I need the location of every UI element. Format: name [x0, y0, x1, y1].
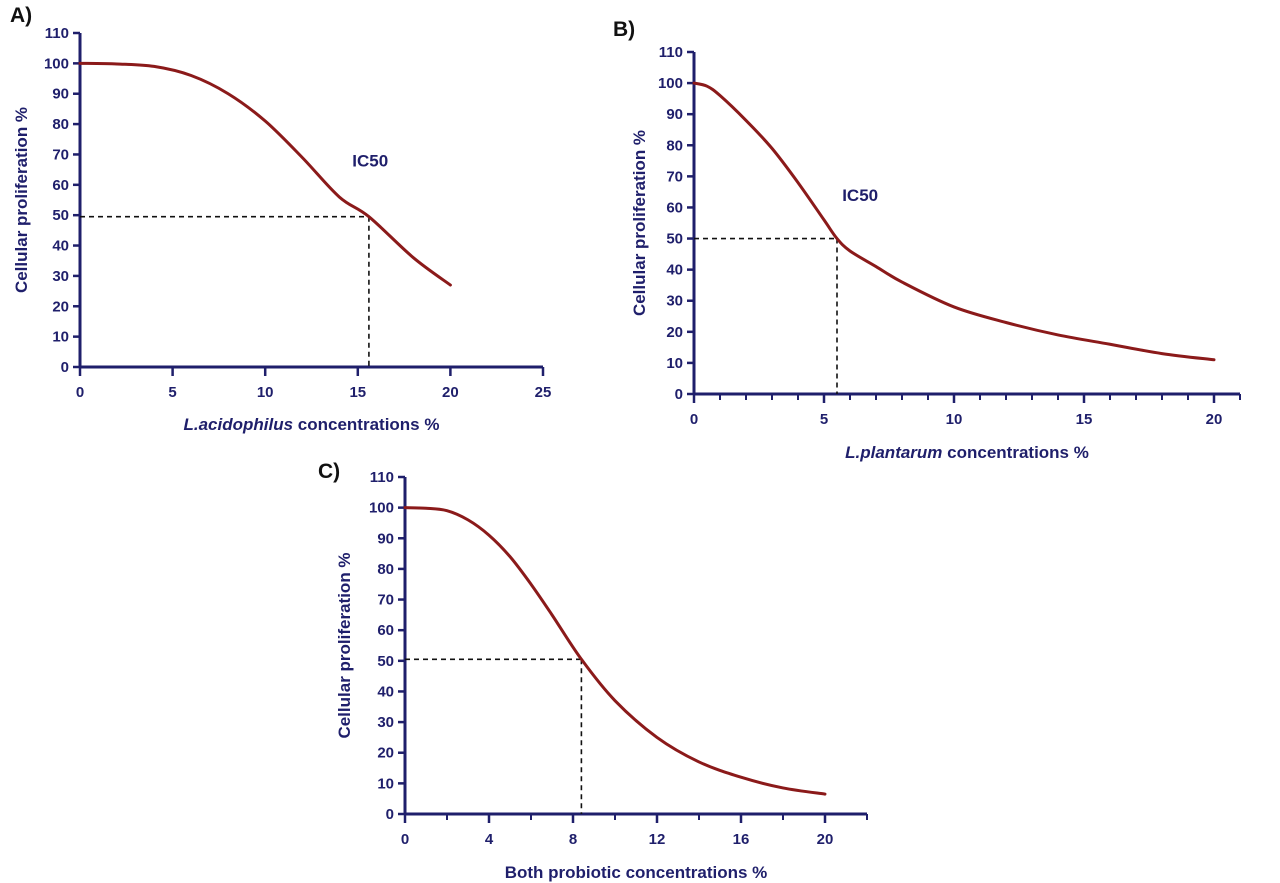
ic50-annotation: IC50: [352, 152, 388, 171]
panel-label: C): [318, 460, 340, 483]
x-tick-label: 15: [349, 384, 366, 401]
y-tick-label: 60: [377, 622, 394, 639]
y-tick-label: 20: [52, 298, 69, 315]
y-axis-title: Cellular proliferation %: [335, 552, 354, 738]
y-tick-label: 50: [52, 207, 69, 224]
y-tick-label: 70: [666, 168, 683, 185]
x-tick-label: 5: [820, 411, 828, 428]
x-tick-label: 15: [1076, 411, 1093, 428]
y-tick-label: 100: [658, 75, 683, 92]
x-axis-title-text: concentrations %: [293, 415, 439, 434]
y-tick-label: 90: [52, 86, 69, 103]
ic50-annotation: IC50: [842, 186, 878, 205]
y-tick-label: 60: [52, 177, 69, 194]
y-tick-label: 100: [369, 500, 394, 517]
dose-response-curve: [692, 81, 1216, 362]
x-axis-title-text: concentrations %: [942, 443, 1088, 462]
x-tick-label: 8: [569, 831, 577, 848]
y-tick-label: 40: [377, 683, 394, 700]
y-axis-title: Cellular proliferation %: [630, 130, 649, 316]
y-tick-label: 30: [377, 714, 394, 731]
panel-label: A): [10, 4, 32, 27]
x-tick-label: 10: [257, 384, 274, 401]
x-tick-label: 0: [690, 411, 698, 428]
panel-label: B): [613, 18, 635, 41]
dose-response-curve: [403, 506, 827, 796]
chart-panel-a: A) 0 10 20 30 40 50 60 70 80 90 100 110 0 5 10 15 20 25 Cel…: [10, 4, 551, 434]
y-tick-label: 100: [44, 55, 69, 72]
y-tick-label: 10: [666, 355, 683, 372]
y-tick-label: 80: [377, 561, 394, 578]
y-tick-label: 30: [52, 268, 69, 285]
y-tick-label: 60: [666, 199, 683, 216]
dose-response-curve: [78, 61, 452, 287]
x-axis-title: Both probiotic concentrations %: [505, 863, 768, 882]
x-tick-label: 20: [1206, 411, 1223, 428]
y-tick-label: 110: [659, 44, 683, 61]
y-tick-label: 80: [666, 137, 683, 154]
y-tick-label: 30: [666, 293, 683, 310]
x-axis-title-species: L.plantarum: [845, 443, 942, 462]
y-tick-label: 80: [52, 116, 69, 133]
x-tick-label: 20: [817, 831, 834, 848]
x-tick-label: 20: [442, 384, 459, 401]
y-tick-label: 70: [377, 592, 394, 609]
y-axis-title: Cellular proliferation %: [12, 107, 31, 293]
y-tick-label: 20: [666, 324, 683, 341]
x-tick-label: 0: [76, 384, 84, 401]
chart-panel-b: B) 0 10 20 30 40 50 60 70 80 90 100 110 0 5 10 15 20 Cellu…: [613, 18, 1241, 462]
y-tick-label: 110: [45, 25, 69, 42]
x-tick-label: 12: [649, 831, 666, 848]
x-tick-label: 0: [401, 831, 409, 848]
x-axis-title-species: L.acidophilus: [184, 415, 294, 434]
y-tick-label: 110: [370, 469, 394, 486]
y-tick-label: 40: [666, 262, 683, 279]
x-tick-label: 10: [946, 411, 963, 428]
y-tick-label: 50: [666, 231, 683, 248]
y-tick-label: 0: [61, 359, 69, 376]
y-tick-label: 70: [52, 146, 69, 163]
x-axis-title: L.acidophilus concentrations %: [184, 415, 440, 434]
x-tick-label: 16: [733, 831, 750, 848]
y-tick-label: 90: [377, 530, 394, 547]
y-tick-label: 20: [377, 745, 394, 762]
y-tick-label: 50: [377, 653, 394, 670]
chart-panel-c: C) 0 10 20 30 40 50 60 70 80 90 100 110 0 4 8 12 16 20 Cell…: [318, 460, 868, 882]
y-tick-label: 0: [386, 806, 394, 823]
x-axis-title-text: Both probiotic concentrations %: [505, 863, 768, 882]
y-tick-label: 10: [377, 775, 394, 792]
y-tick-label: 0: [675, 386, 683, 403]
x-tick-label: 25: [535, 384, 552, 401]
x-axis-title: L.plantarum concentrations %: [845, 443, 1089, 462]
x-tick-label: 5: [168, 384, 176, 401]
y-tick-label: 10: [52, 329, 69, 346]
y-tick-label: 40: [52, 238, 69, 255]
y-tick-label: 90: [666, 106, 683, 123]
x-tick-label: 4: [485, 831, 494, 848]
